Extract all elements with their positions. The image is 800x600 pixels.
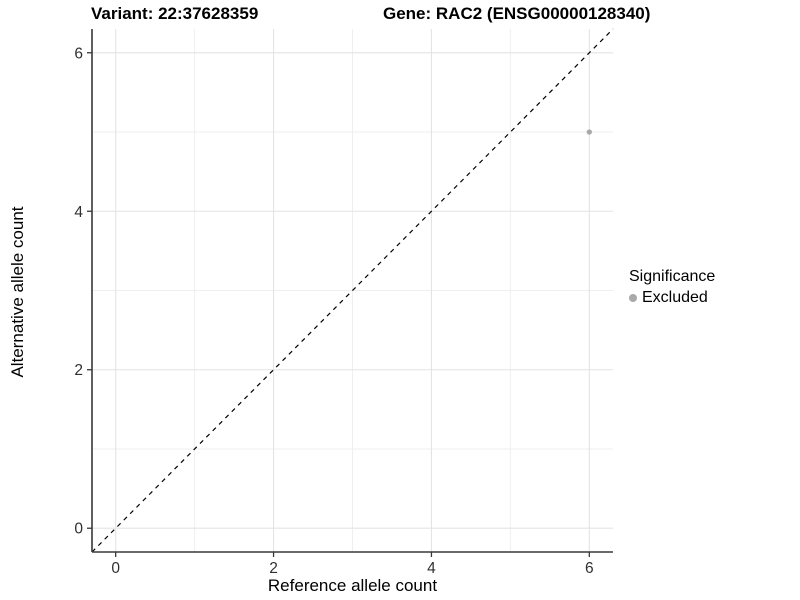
data-point (586, 129, 593, 135)
legend: Significance Excluded (629, 268, 715, 307)
y-tick-label: 6 (74, 45, 83, 62)
diagonal-reference-line (91, 28, 614, 553)
legend-point-icon (629, 294, 637, 302)
y-axis-title: Alternative allele count (8, 206, 27, 378)
x-tick-label: 2 (269, 560, 278, 577)
legend-item-label: Excluded (642, 289, 708, 306)
variant-title: Variant: 22:37628359 (91, 4, 259, 23)
x-tick-label: 6 (585, 560, 594, 577)
y-tick-label: 4 (74, 204, 83, 221)
gene-title: Gene: RAC2 (ENSG00000128340) (383, 4, 651, 23)
y-tick-label: 0 (74, 521, 83, 538)
x-tick-label: 0 (111, 560, 120, 577)
legend-title: Significance (629, 268, 716, 285)
x-tick-label: 4 (427, 560, 436, 577)
y-tick-label: 2 (74, 362, 83, 379)
x-axis-title: Reference allele count (267, 576, 438, 595)
legend-item-excluded: Excluded (629, 289, 715, 307)
